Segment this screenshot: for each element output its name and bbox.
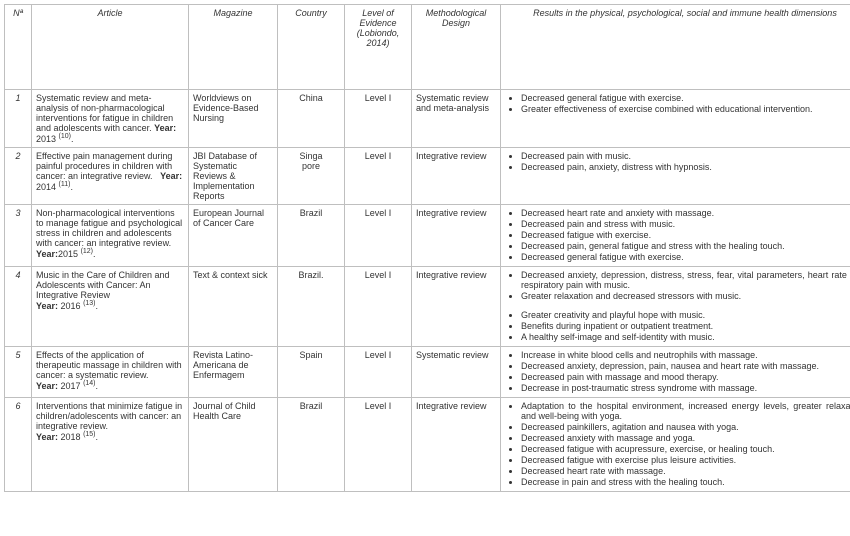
cell-country: Spain [278,347,345,398]
result-item: Decreased anxiety, depression, pain, nau… [521,361,850,371]
result-item: Decrease in pain and stress with the hea… [521,477,850,487]
result-item: Decreased fatigue with exercise. [521,230,850,240]
cell-magazine: Journal of Child Health Care [189,398,278,492]
cell-country: Brazil [278,398,345,492]
result-item: Decreased pain with massage and mood the… [521,372,850,382]
col-magazine: Magazine [189,5,278,90]
cell-country: Brazil. [278,267,345,347]
cell-design: Systematic review [412,347,501,398]
result-item: Decreased anxiety, depression, distress,… [521,270,850,290]
result-item: Decreased pain and stress with music. [521,219,850,229]
result-item: A healthy self-image and self-identity w… [521,332,850,342]
result-item: Decreased pain, general fatigue and stre… [521,241,850,251]
table-row: 2Effective pain management during painfu… [5,148,850,205]
table-row: 6Interventions that minimize fatigue in … [5,398,850,492]
cell-results: Decreased general fatigue with exercise.… [501,90,850,148]
cell-magazine: European Journal of Cancer Care [189,205,278,267]
cell-country: China [278,90,345,148]
cell-level: Level I [345,347,412,398]
cell-article: Music in the Care of Children and Adoles… [32,267,189,347]
cell-magazine: Worldviews on Evidence-Based Nursing [189,90,278,148]
result-item: Decreased heart rate and anxiety with ma… [521,208,850,218]
col-design: Methodological Design [412,5,501,90]
cell-design: Integrative review [412,267,501,347]
cell-article: Effective pain management during painful… [32,148,189,205]
cell-country: Brazil [278,205,345,267]
result-item: Decreased pain with music. [521,151,850,161]
cell-article: Non-pharmacological interventions to man… [32,205,189,267]
cell-article: Systematic review and meta-analysis of n… [32,90,189,148]
result-item: Increase in white blood cells and neutro… [521,350,850,360]
evidence-table: Nª Article Magazine Country Level of Evi… [4,4,850,492]
cell-country: Singapore [278,148,345,205]
result-item: Greater effectiveness of exercise combin… [521,104,850,114]
col-results: Results in the physical, psychological, … [501,5,850,90]
cell-results: Decreased pain with music.Decreased pain… [501,148,850,205]
cell-design: Integrative review [412,148,501,205]
cell-level: Level I [345,90,412,148]
cell-design: Integrative review [412,398,501,492]
cell-n: 5 [5,347,32,398]
table-row: 4Music in the Care of Children and Adole… [5,267,850,347]
cell-article: Effects of the application of therapeuti… [32,347,189,398]
result-item: Adaptation to the hospital environment, … [521,401,850,421]
cell-magazine: Text & context sick [189,267,278,347]
result-item: Decreased general fatigue with exercise. [521,93,850,103]
cell-n: 2 [5,148,32,205]
col-n: Nª [5,5,32,90]
result-item: Decreased fatigue with exercise plus lei… [521,455,850,465]
cell-n: 1 [5,90,32,148]
result-item: Benefits during inpatient or outpatient … [521,321,850,331]
cell-design: Integrative review [412,205,501,267]
cell-article: Interventions that minimize fatigue in c… [32,398,189,492]
result-item: Decreased heart rate with massage. [521,466,850,476]
cell-n: 3 [5,205,32,267]
result-item: Greater relaxation and decreased stresso… [521,291,850,301]
cell-magazine: JBI Database of Systematic Reviews & Imp… [189,148,278,205]
result-item: Decreased pain, anxiety, distress with h… [521,162,850,172]
cell-level: Level I [345,148,412,205]
table-row: 5Effects of the application of therapeut… [5,347,850,398]
result-item: Decreased general fatigue with exercise. [521,252,850,262]
cell-results: Decreased anxiety, depression, distress,… [501,267,850,347]
cell-n: 4 [5,267,32,347]
result-item: Greater creativity and playful hope with… [521,310,850,320]
cell-level: Level I [345,398,412,492]
col-article: Article [32,5,189,90]
table-row: 1Systematic review and meta-analysis of … [5,90,850,148]
header-row: Nª Article Magazine Country Level of Evi… [5,5,850,90]
cell-level: Level I [345,205,412,267]
result-item: Decreased anxiety with massage and yoga. [521,433,850,443]
col-level: Level of Evidence (Lobiondo, 2014) [345,5,412,90]
table-row: 3Non-pharmacological interventions to ma… [5,205,850,267]
col-country: Country [278,5,345,90]
cell-n: 6 [5,398,32,492]
cell-design: Systematic review and meta-analysis [412,90,501,148]
cell-results: Increase in white blood cells and neutro… [501,347,850,398]
result-item: Decrease in post-traumatic stress syndro… [521,383,850,393]
cell-results: Adaptation to the hospital environment, … [501,398,850,492]
cell-magazine: Revista Latino-Americana de Enfermagem [189,347,278,398]
result-item: Decreased painkillers, agitation and nau… [521,422,850,432]
cell-results: Decreased heart rate and anxiety with ma… [501,205,850,267]
result-item: Decreased fatigue with acupressure, exer… [521,444,850,454]
cell-level: Level I [345,267,412,347]
